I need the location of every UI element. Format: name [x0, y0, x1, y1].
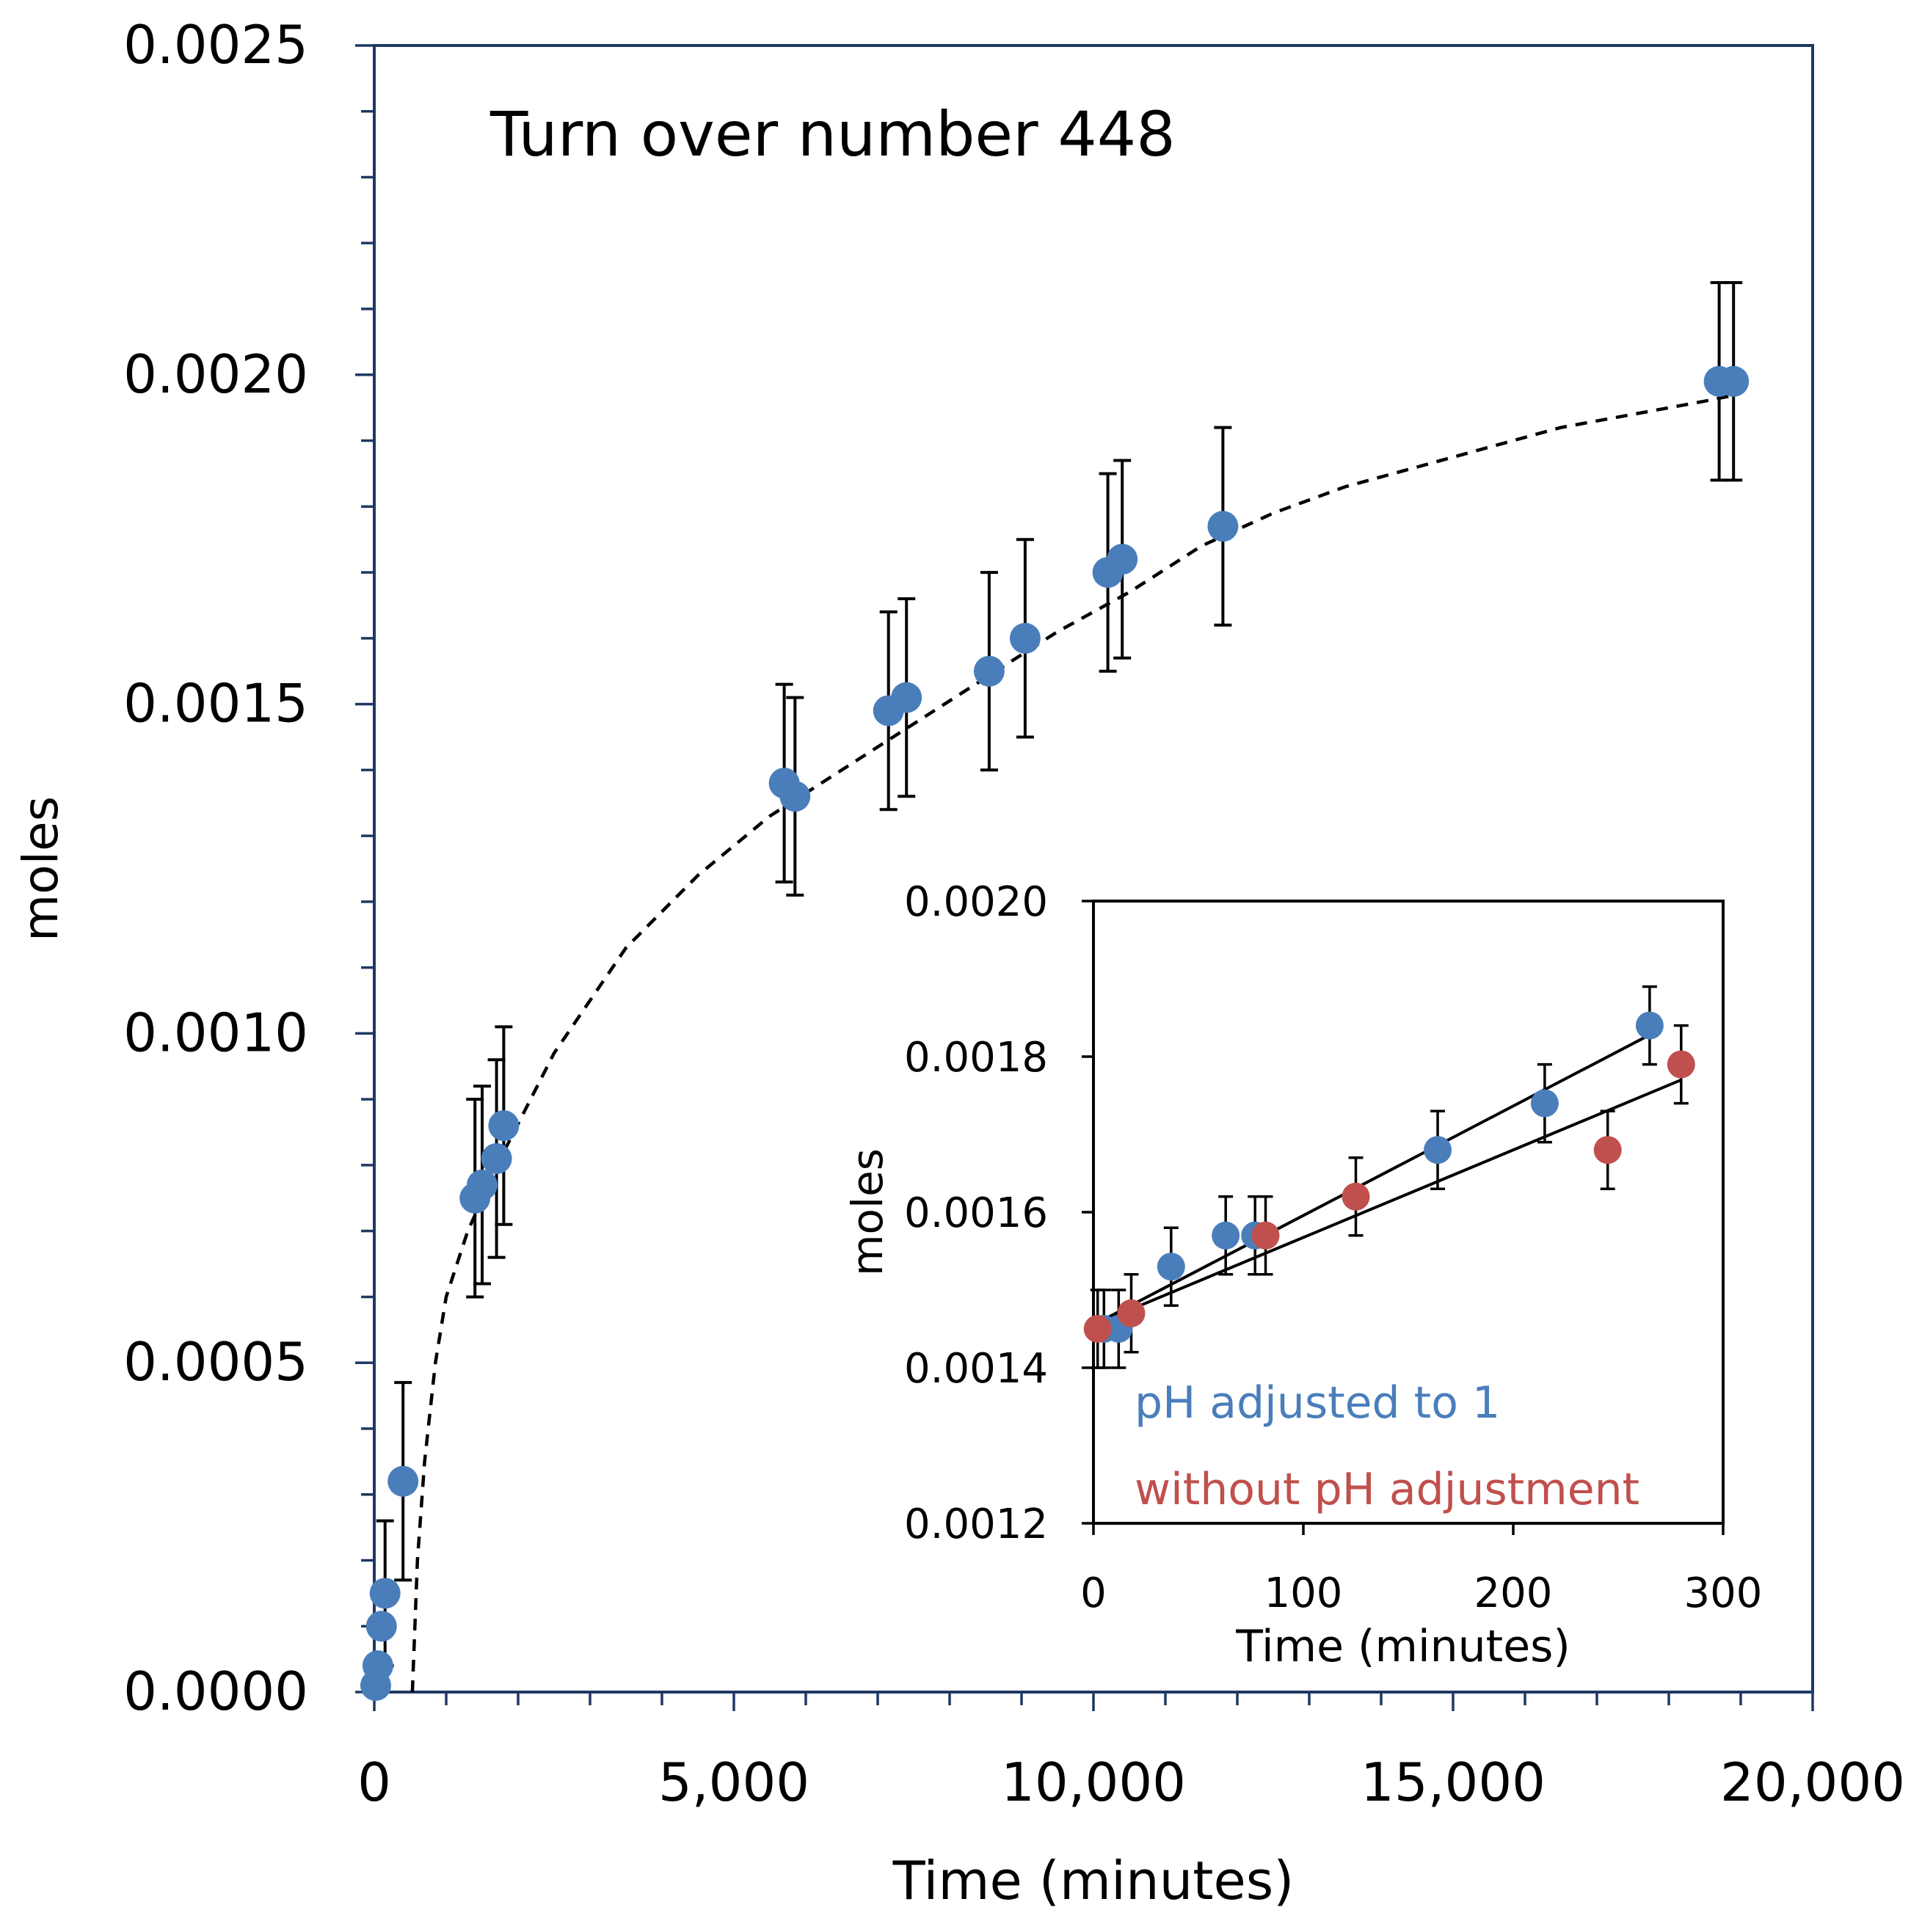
main-y-tick-label: 0.0020: [123, 343, 308, 405]
inset-data-point: [1635, 1011, 1664, 1040]
data-point: [1009, 622, 1041, 654]
inset-y-tick-label: 0.0014: [904, 1345, 1048, 1393]
inset-data-point: [1212, 1221, 1240, 1250]
main-x-axis-title: Time (minutes): [892, 1850, 1295, 1911]
inset-plot: 0.0012 0.0014 0.0016 0.0018 0.0020 0 100 200 30…: [842, 878, 1762, 1672]
main-x-tick-label: 0: [357, 1751, 391, 1813]
inset-data-point: [1342, 1182, 1370, 1211]
data-point: [891, 682, 922, 713]
main-data-points: [360, 365, 1750, 1702]
main-y-tick-label: 0.0005: [123, 1331, 308, 1393]
inset-x-tick-label: 100: [1264, 1570, 1343, 1617]
main-x-tick-label: 15,000: [1361, 1751, 1546, 1813]
main-plot: 0.0000 0.0005 0.0010 0.0015 0.0020 0.0025 0 5,…: [12, 14, 1905, 1911]
inset-y-tick-label: 0.0020: [904, 878, 1048, 926]
inset-y-tick-label: 0.0018: [904, 1034, 1048, 1082]
inset-data-point: [1083, 1315, 1112, 1343]
inset-y-tick-labels: 0.0012 0.0014 0.0016 0.0018 0.0020: [904, 878, 1093, 1548]
inset-data-point: [1593, 1136, 1622, 1164]
inset-x-tick-label: 300: [1684, 1570, 1763, 1617]
main-y-tick-label: 0.0015: [123, 673, 308, 734]
main-annotation: Turn over number 448: [489, 98, 1176, 170]
main-y-tick-label: 0.0000: [123, 1661, 308, 1722]
inset-y-tick-label: 0.0012: [904, 1501, 1048, 1548]
inset-background: [1093, 901, 1723, 1523]
inset-data-point: [1667, 1050, 1695, 1079]
data-point: [365, 1611, 397, 1642]
inset-data-point: [1117, 1299, 1146, 1327]
main-x-tick-label: 5,000: [658, 1751, 809, 1813]
inset-y-axis-title: moles: [842, 1148, 892, 1276]
data-point: [488, 1110, 520, 1142]
data-point: [467, 1169, 498, 1200]
data-point: [779, 781, 811, 812]
legend-ph-adjusted: pH adjusted to 1: [1135, 1377, 1500, 1429]
data-point: [387, 1465, 419, 1497]
legend-without-ph: without pH adjustment: [1135, 1464, 1639, 1515]
main-y-tick-labels: 0.0000 0.0005 0.0010 0.0015 0.0020 0.0025: [123, 14, 308, 1722]
inset-x-axis-title: Time (minutes): [1235, 1621, 1570, 1672]
data-point: [369, 1578, 401, 1609]
main-fit-curve: [410, 393, 1738, 1693]
inset-fit-lines: [1093, 1033, 1682, 1327]
main-x-tick-labels: 0 5,000 10,000 15,000 20,000: [357, 1751, 1905, 1813]
inset-fit-line: [1093, 1033, 1650, 1327]
inset-data-point: [1424, 1136, 1452, 1164]
data-point: [1107, 544, 1138, 575]
data-point: [362, 1650, 393, 1682]
inset-y-tick-label: 0.0016: [904, 1189, 1048, 1237]
main-y-axis-title: moles: [12, 796, 69, 941]
main-x-tick-label: 10,000: [1001, 1751, 1186, 1813]
inset-fit-line: [1093, 1078, 1682, 1327]
inset-data-point: [1251, 1221, 1280, 1250]
main-y-tick-label: 0.0025: [123, 14, 308, 76]
inset-x-tick-labels: 0 100 200 300: [1080, 1523, 1762, 1617]
data-point: [481, 1142, 512, 1174]
main-x-tick-label: 20,000: [1720, 1751, 1905, 1813]
data-point: [1718, 365, 1750, 397]
inset-data-point: [1530, 1089, 1559, 1118]
inset-x-tick-label: 0: [1080, 1570, 1107, 1617]
inset-data-point: [1157, 1253, 1185, 1281]
inset-x-tick-label: 200: [1474, 1570, 1553, 1617]
data-point: [1207, 511, 1239, 542]
inset-data-points: [1083, 1011, 1695, 1343]
data-point: [973, 655, 1005, 687]
main-y-tick-label: 0.0010: [123, 1002, 308, 1063]
